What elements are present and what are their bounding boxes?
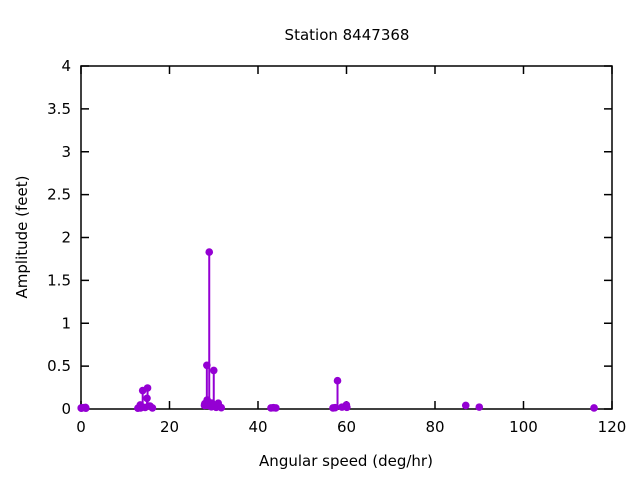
x-tick-label: 100: [509, 418, 538, 436]
data-point: [205, 248, 214, 256]
data-point: [217, 403, 226, 412]
data-point: [82, 404, 90, 412]
y-tick-label: 1: [61, 314, 71, 332]
x-axis-label: Angular speed (deg/hr): [259, 452, 433, 470]
data-point: [143, 384, 152, 392]
y-tick-label: 0: [61, 400, 71, 418]
data-point: [461, 401, 470, 410]
data-point: [148, 404, 157, 412]
y-tick-label: 2.5: [47, 186, 71, 204]
x-tick-label: 20: [160, 418, 179, 436]
plot-border: [80, 65, 613, 410]
data-point: [209, 366, 218, 375]
data-point: [590, 404, 598, 412]
data-point: [333, 376, 342, 385]
x-tick-label: 60: [337, 418, 356, 436]
y-tick-label: 1.5: [47, 271, 71, 289]
x-tick-label: 80: [425, 418, 444, 436]
chart-title: Station 8447368: [285, 26, 410, 44]
x-tick-label: 0: [76, 418, 86, 436]
data-point: [475, 403, 484, 411]
y-tick-label: 2: [61, 229, 71, 247]
plot-area: 0 20 40 60 80 100 120 0 0.5 1 1.5 2 2.5 3 3.5 4: [47, 57, 626, 436]
x-tick-label: 40: [248, 418, 267, 436]
y-axis-label: Amplitude (feet): [13, 176, 31, 299]
y-tick-label: 3: [61, 143, 71, 161]
y-tick-label: 4: [61, 57, 71, 75]
y-tick-label: 3.5: [47, 100, 71, 118]
data-point: [272, 404, 280, 412]
data-point: [343, 403, 351, 412]
y-tick-label: 0.5: [47, 357, 71, 375]
x-tick-label: 120: [598, 418, 627, 436]
